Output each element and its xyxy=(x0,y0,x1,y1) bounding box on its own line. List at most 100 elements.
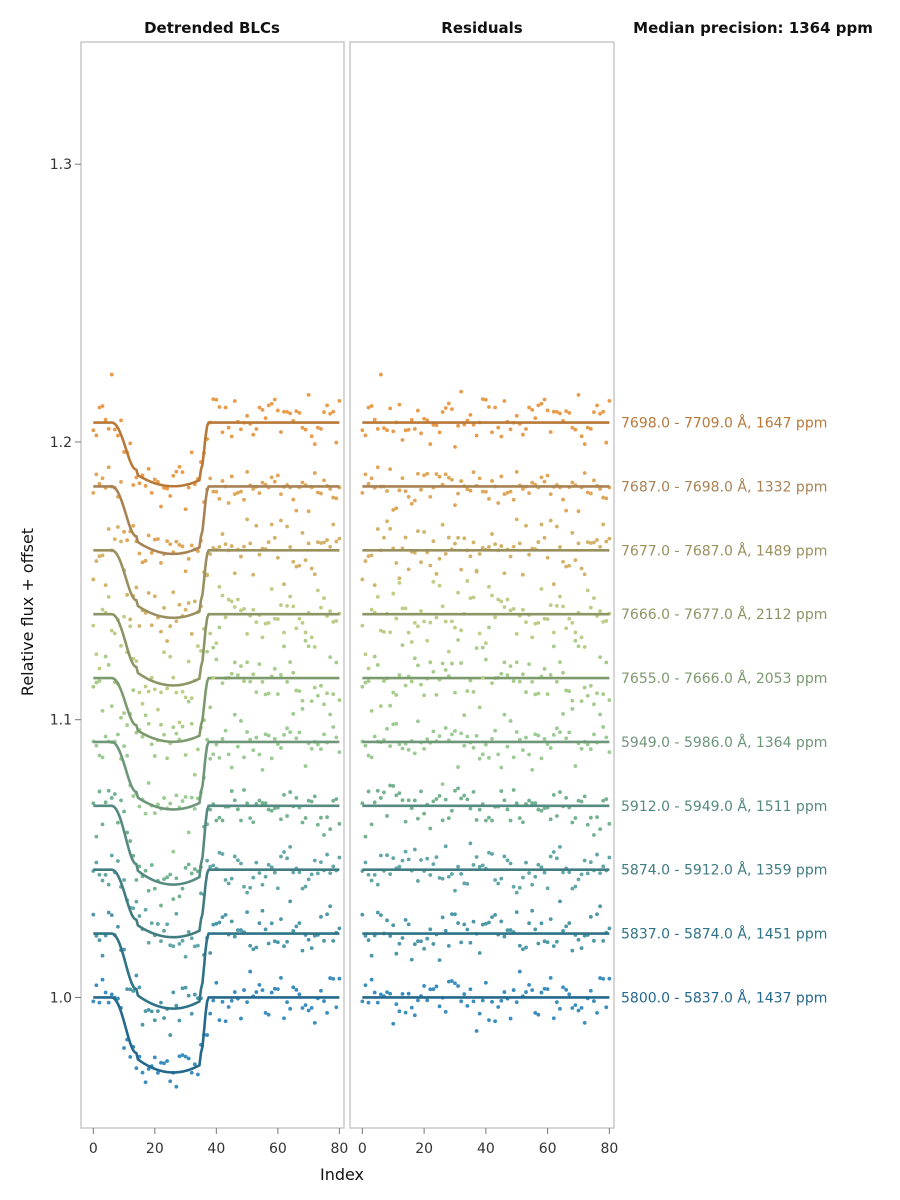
residual-point xyxy=(369,553,374,558)
data-point xyxy=(235,490,240,495)
data-point xyxy=(189,696,194,701)
data-point xyxy=(137,804,142,809)
data-point xyxy=(297,616,302,621)
residual-point xyxy=(449,732,454,737)
residual-point xyxy=(542,535,547,540)
residual-point xyxy=(514,1000,519,1005)
data-point xyxy=(208,756,213,761)
data-point xyxy=(279,672,283,677)
data-point xyxy=(152,886,157,891)
residual-point xyxy=(601,864,606,869)
series-label: 5800.0 - 5837.0 Å, 1437 ppm xyxy=(621,989,827,1006)
right-panel-title: Residuals xyxy=(441,19,522,37)
data-point xyxy=(322,596,326,601)
residual-point xyxy=(595,1010,599,1015)
residual-point xyxy=(545,408,550,413)
residual-point xyxy=(573,884,578,889)
residual-point xyxy=(579,746,584,751)
data-point xyxy=(282,582,286,587)
data-point xyxy=(337,398,342,403)
residual-point xyxy=(502,605,507,609)
residual-point xyxy=(456,423,460,428)
residual-point xyxy=(517,885,522,890)
residual-point xyxy=(366,872,371,877)
residual-point xyxy=(598,544,603,549)
residual-point xyxy=(406,494,411,499)
data-point xyxy=(159,1000,163,1005)
residual-point xyxy=(542,616,547,621)
data-point xyxy=(315,588,320,593)
data-point xyxy=(269,865,274,870)
residual-point xyxy=(558,1006,562,1011)
residual-point xyxy=(490,915,494,919)
residual-point xyxy=(487,815,491,820)
residual-point xyxy=(524,427,528,431)
residual-point xyxy=(502,571,507,576)
residual-point xyxy=(483,397,488,402)
data-point xyxy=(109,913,114,918)
data-point xyxy=(91,577,96,582)
data-point xyxy=(309,566,314,571)
data-point xyxy=(149,675,154,680)
data-point xyxy=(223,728,228,733)
data-point xyxy=(239,489,243,494)
residual-point xyxy=(536,540,541,544)
residual-point xyxy=(564,795,569,800)
residual-point xyxy=(437,793,442,798)
data-point xyxy=(319,747,323,752)
data-point xyxy=(199,648,203,653)
residual-point xyxy=(375,595,380,599)
data-point xyxy=(152,477,157,482)
residual-point xyxy=(582,572,587,577)
data-point xyxy=(180,470,185,475)
data-point xyxy=(171,990,176,995)
residual-point xyxy=(437,474,442,479)
data-point xyxy=(300,707,305,711)
residual-point xyxy=(514,801,519,806)
residual-point xyxy=(542,939,547,944)
residual-point xyxy=(548,603,553,608)
data-point xyxy=(91,684,96,689)
data-point xyxy=(143,484,148,488)
data-point xyxy=(217,850,222,855)
data-point xyxy=(300,621,305,625)
data-point xyxy=(211,546,216,550)
data-point xyxy=(131,794,136,799)
data-point xyxy=(162,650,166,655)
residual-point xyxy=(533,621,538,626)
series-group xyxy=(91,969,612,1089)
data-point xyxy=(192,772,197,777)
residual-point xyxy=(554,679,559,684)
residual-point xyxy=(545,473,550,478)
residual-point xyxy=(607,536,612,541)
data-point xyxy=(248,885,253,890)
data-point xyxy=(272,806,277,811)
data-point xyxy=(128,441,133,446)
data-point xyxy=(309,799,314,804)
data-point xyxy=(282,630,286,635)
residual-point xyxy=(592,478,596,483)
residual-point xyxy=(530,801,535,805)
residual-point xyxy=(496,425,501,430)
residual-point xyxy=(378,913,383,918)
data-point xyxy=(232,934,237,939)
data-point xyxy=(312,794,317,799)
residual-point xyxy=(567,730,572,735)
residual-point xyxy=(394,721,399,726)
residual-point xyxy=(471,470,476,475)
data-point xyxy=(134,730,139,735)
residual-point xyxy=(459,661,464,665)
residual-point xyxy=(459,796,464,801)
data-point xyxy=(245,910,250,915)
residual-point xyxy=(561,870,565,875)
data-point xyxy=(180,938,185,943)
data-point xyxy=(106,882,111,887)
data-point xyxy=(177,542,182,547)
residual-point xyxy=(409,1005,414,1010)
residual-point xyxy=(490,532,494,536)
residual-point xyxy=(607,855,612,860)
data-point xyxy=(183,753,188,757)
residual-point xyxy=(530,407,535,412)
residual-point xyxy=(483,980,488,985)
